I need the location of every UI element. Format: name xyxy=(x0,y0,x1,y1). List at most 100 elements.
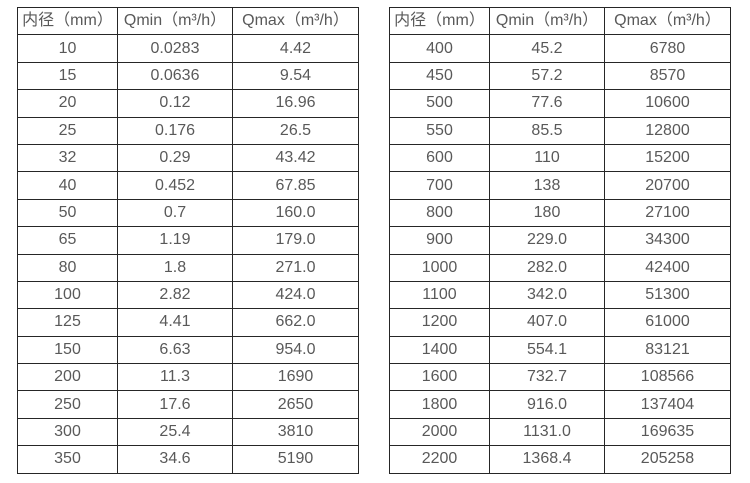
table-cell: 229.0 xyxy=(489,226,605,255)
table-cell: 424.0 xyxy=(232,280,359,310)
table-row: 200 11.3 1690 xyxy=(17,363,359,392)
table-cell: 500 xyxy=(389,89,490,118)
table-cell: 2200 xyxy=(389,445,490,474)
table-row: 20 0.12 16.96 xyxy=(17,89,359,118)
table-cell: 700 xyxy=(389,171,490,200)
table-row: 900 229.0 34300 xyxy=(389,226,731,255)
table-cell: 45.2 xyxy=(489,34,605,63)
table-cell: 900 xyxy=(389,226,490,255)
flow-table-large-diameters: 内径（mm） Qmin（m³/h） Qmax（m³/h） 400 45.2 6780… xyxy=(389,6,731,474)
table-cell: 51300 xyxy=(604,280,731,310)
table-cell: 0.7 xyxy=(117,198,233,228)
table-header-row: 内径（mm） Qmin（m³/h） Qmax（m³/h） xyxy=(17,6,359,36)
table-cell: 150 xyxy=(17,335,118,365)
table-cell: 4.42 xyxy=(232,34,359,63)
table-cell: 110 xyxy=(489,143,605,173)
table-cell: 180 xyxy=(489,198,605,228)
table-cell: 1400 xyxy=(389,335,490,365)
table-row: 550 85.5 12800 xyxy=(389,116,731,145)
table-cell: 662.0 xyxy=(232,308,359,337)
table-cell: 85.5 xyxy=(489,116,605,145)
table-cell: 954.0 xyxy=(232,335,359,365)
table-cell: 138 xyxy=(489,171,605,200)
table-cell: 12800 xyxy=(604,116,731,145)
header-qmin: Qmin（m³/h） xyxy=(117,6,233,36)
table-cell: 5190 xyxy=(232,445,359,474)
table-cell: 400 xyxy=(389,34,490,63)
table-cell: 179.0 xyxy=(232,226,359,255)
table-cell: 77.6 xyxy=(489,89,605,118)
table-cell: 10600 xyxy=(604,89,731,118)
table-cell: 600 xyxy=(389,143,490,173)
table-cell: 6.63 xyxy=(117,335,233,365)
table-cell: 27100 xyxy=(604,198,731,228)
table-cell: 67.85 xyxy=(232,171,359,200)
table-cell: 8570 xyxy=(604,61,731,91)
table-row: 150 6.63 954.0 xyxy=(17,335,359,365)
table-cell: 200 xyxy=(17,363,118,392)
table-row: 40 0.452 67.85 xyxy=(17,171,359,200)
table-cell: 137404 xyxy=(604,390,731,419)
table-row: 400 45.2 6780 xyxy=(389,34,731,63)
table-cell: 34300 xyxy=(604,226,731,255)
table-cell: 65 xyxy=(17,226,118,255)
table-cell: 80 xyxy=(17,253,118,282)
table-cell: 26.5 xyxy=(232,116,359,145)
table-cell: 61000 xyxy=(604,308,731,337)
table-cell: 732.7 xyxy=(489,363,605,392)
flow-table-small-diameters: 内径（mm） Qmin（m³/h） Qmax（m³/h） 10 0.0283 4.4… xyxy=(17,6,359,474)
table-row: 300 25.4 3810 xyxy=(17,417,359,447)
table-row: 600 110 15200 xyxy=(389,143,731,173)
table-row: 10 0.0283 4.42 xyxy=(17,34,359,63)
table-row: 800 180 27100 xyxy=(389,198,731,228)
table-row: 1800 916.0 137404 xyxy=(389,390,731,419)
table-cell: 1600 xyxy=(389,363,490,392)
table-body: 400 45.2 6780 450 57.2 8570 500 77.6 10600 550 85.… xyxy=(389,34,731,474)
table-cell: 0.29 xyxy=(117,143,233,173)
table-row: 2200 1368.4 205258 xyxy=(389,445,731,474)
table-cell: 407.0 xyxy=(489,308,605,337)
table-cell: 34.6 xyxy=(117,445,233,474)
table-cell: 0.12 xyxy=(117,89,233,118)
table-cell: 17.6 xyxy=(117,390,233,419)
table-cell: 32 xyxy=(17,143,118,173)
table-row: 1200 407.0 61000 xyxy=(389,308,731,337)
table-row: 125 4.41 662.0 xyxy=(17,308,359,337)
table-row: 80 1.8 271.0 xyxy=(17,253,359,282)
table-cell: 42400 xyxy=(604,253,731,282)
table-row: 450 57.2 8570 xyxy=(389,61,731,91)
table-row: 1100 342.0 51300 xyxy=(389,280,731,310)
table-row: 500 77.6 10600 xyxy=(389,89,731,118)
table-cell: 300 xyxy=(17,417,118,447)
table-row: 700 138 20700 xyxy=(389,171,731,200)
table-cell: 9.54 xyxy=(232,61,359,91)
table-row: 1000 282.0 42400 xyxy=(389,253,731,282)
table-cell: 3810 xyxy=(232,417,359,447)
table-cell: 20700 xyxy=(604,171,731,200)
table-cell: 1131.0 xyxy=(489,417,605,447)
table-cell: 1800 xyxy=(389,390,490,419)
table-cell: 0.176 xyxy=(117,116,233,145)
table-cell: 1.8 xyxy=(117,253,233,282)
table-cell: 800 xyxy=(389,198,490,228)
table-row: 15 0.0636 9.54 xyxy=(17,61,359,91)
table-cell: 20 xyxy=(17,89,118,118)
table-cell: 554.1 xyxy=(489,335,605,365)
table-cell: 15 xyxy=(17,61,118,91)
table-header-row: 内径（mm） Qmin（m³/h） Qmax（m³/h） xyxy=(389,6,731,36)
table-row: 350 34.6 5190 xyxy=(17,445,359,474)
table-cell: 916.0 xyxy=(489,390,605,419)
table-cell: 50 xyxy=(17,198,118,228)
table-cell: 342.0 xyxy=(489,280,605,310)
table-cell: 16.96 xyxy=(232,89,359,118)
table-cell: 57.2 xyxy=(489,61,605,91)
table-cell: 550 xyxy=(389,116,490,145)
table-cell: 2000 xyxy=(389,417,490,447)
table-cell: 83121 xyxy=(604,335,731,365)
header-inner-diameter: 内径（mm） xyxy=(17,6,118,36)
table-row: 100 2.82 424.0 xyxy=(17,280,359,310)
table-cell: 160.0 xyxy=(232,198,359,228)
table-row: 25 0.176 26.5 xyxy=(17,116,359,145)
table-cell: 205258 xyxy=(604,445,731,474)
header-qmax: Qmax（m³/h） xyxy=(604,6,731,36)
